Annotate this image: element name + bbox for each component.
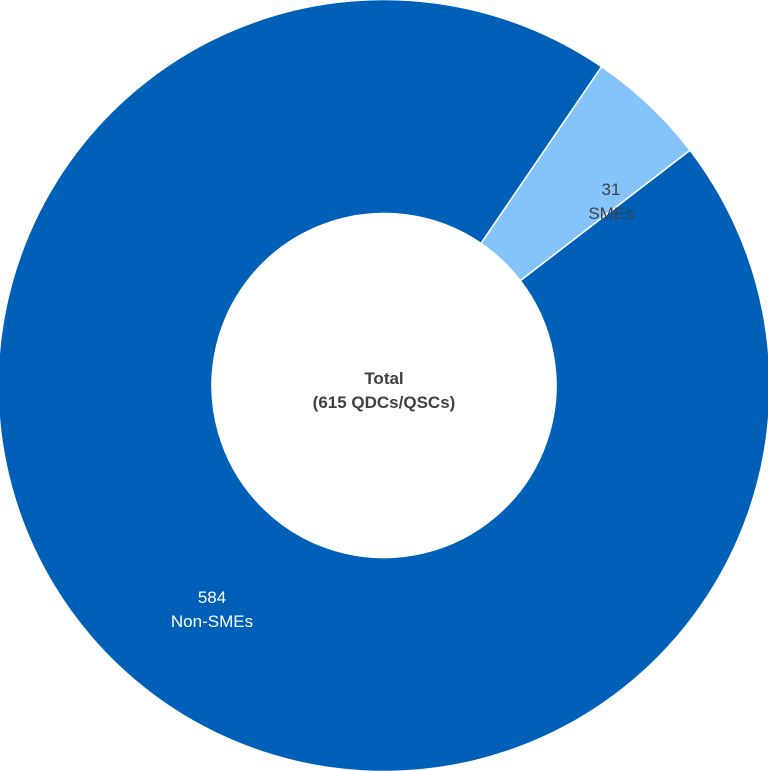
slice-label-non-smes: 584 Non-SMEs [171, 588, 253, 631]
slice-name-non-smes: Non-SMEs [171, 612, 253, 631]
center-label: Total (615 QDCs/QSCs) [313, 369, 456, 412]
slice-value-smes: 31 [602, 180, 621, 199]
center-label-title: Total [364, 369, 403, 388]
slice-label-smes: 31 SMEs [588, 180, 633, 223]
slice-value-non-smes: 584 [198, 588, 226, 607]
center-label-total: (615 QDCs/QSCs) [313, 393, 456, 412]
slice-name-smes: SMEs [588, 204, 633, 223]
